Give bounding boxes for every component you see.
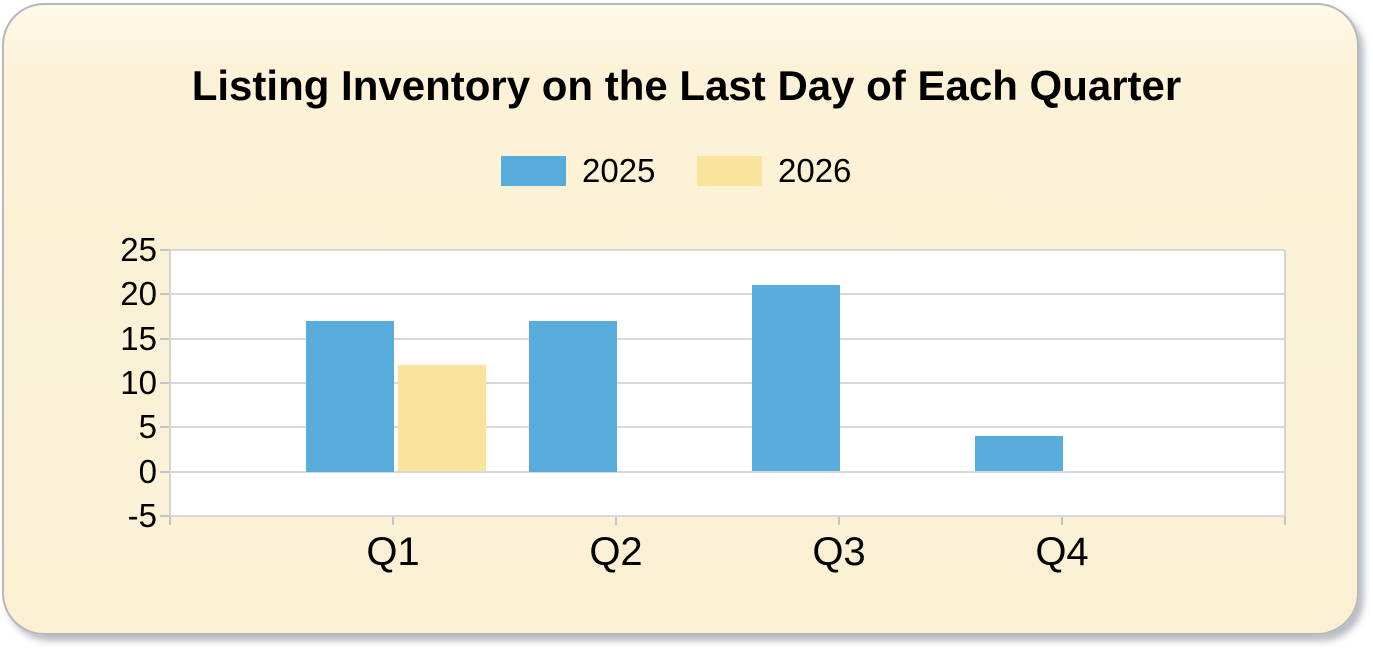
x-axis-tick: [392, 517, 394, 525]
plot-right-edge: [1284, 250, 1286, 518]
bar-2025-Q1: [306, 321, 394, 472]
x-axis-tick: [1061, 517, 1063, 525]
y-axis-label: 20: [120, 275, 157, 312]
y-axis-tick: [160, 426, 170, 428]
x-axis-label: Q4: [1035, 530, 1089, 574]
legend-swatch-2025: [501, 156, 566, 186]
y-axis-label: 25: [120, 231, 157, 268]
y-axis-tick: [160, 515, 170, 517]
x-axis-label: Q1: [366, 530, 420, 574]
y-axis-tick: [160, 382, 170, 384]
legend-item-2026: 2026: [697, 152, 851, 190]
legend-item-2025: 2025: [501, 152, 655, 190]
gridline: [170, 382, 1285, 384]
gridline: [170, 293, 1285, 295]
x-axis-label: Q3: [812, 530, 866, 574]
y-axis-label: 10: [120, 364, 157, 401]
chart-title: Listing Inventory on the Last Day of Eac…: [191, 62, 1182, 109]
bar-2025-Q4: [975, 436, 1063, 471]
bar-2025-Q3: [752, 285, 840, 471]
x-axis-label: Q2: [589, 530, 643, 574]
gridline: [170, 515, 1285, 517]
y-axis-label: 0: [138, 453, 157, 490]
x-axis-tick: [1284, 517, 1286, 525]
x-axis-tick: [838, 517, 840, 525]
legend-swatch-2026: [697, 156, 762, 186]
y-axis-label: -5: [127, 497, 157, 534]
y-axis-tick: [160, 293, 170, 295]
bar-2025-Q2: [529, 321, 617, 472]
y-axis-tick: [160, 338, 170, 340]
gridline: [170, 471, 1285, 473]
y-axis-tick: [160, 471, 170, 473]
y-axis-label: 15: [120, 320, 157, 357]
gridline: [170, 338, 1285, 340]
y-axis-tick: [160, 249, 170, 251]
plot-left-edge: [169, 250, 171, 518]
gridline: [170, 426, 1285, 428]
y-axis-label: 5: [138, 408, 157, 445]
legend-label-2026: 2026: [778, 152, 852, 189]
legend-label-2025: 2025: [582, 152, 656, 189]
x-axis-tick: [169, 517, 171, 525]
x-axis-tick: [615, 517, 617, 525]
bar-2026-Q1: [398, 365, 486, 471]
gridline: [170, 249, 1285, 251]
